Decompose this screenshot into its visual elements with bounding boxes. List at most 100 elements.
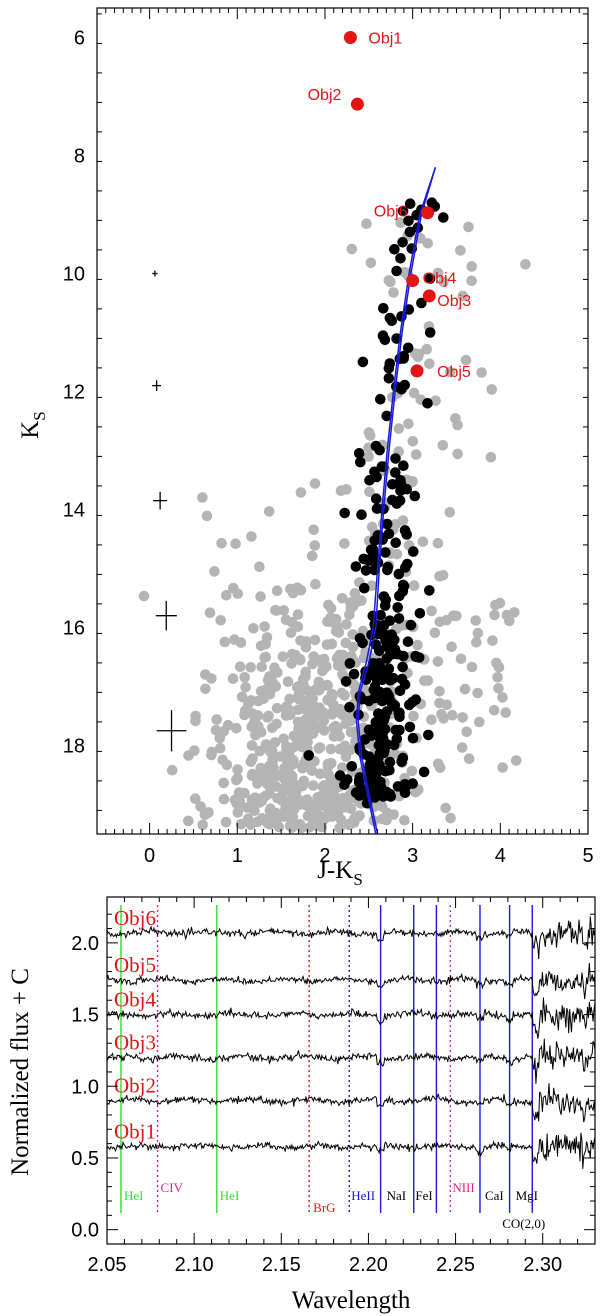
field-star-392 bbox=[227, 673, 239, 684]
field-star-175 bbox=[278, 605, 290, 616]
field-star-652 bbox=[235, 637, 247, 648]
member-star-126 bbox=[350, 787, 362, 798]
member-star-239 bbox=[350, 561, 362, 572]
field-star-156 bbox=[307, 780, 319, 791]
field-star-615 bbox=[335, 485, 347, 497]
member-star-193 bbox=[379, 600, 391, 611]
spectrum-obj3 bbox=[106, 1038, 596, 1084]
field-star-448 bbox=[331, 653, 343, 664]
spectrum-name-obj1: Obj1 bbox=[114, 1119, 156, 1143]
line-label-5: NaI bbox=[387, 1188, 407, 1203]
field-star-471 bbox=[325, 603, 337, 614]
field-star-633 bbox=[292, 704, 304, 716]
field-star-627 bbox=[408, 387, 420, 399]
field-star-680 bbox=[426, 714, 437, 725]
field-star-677 bbox=[474, 716, 485, 728]
field-star-253 bbox=[337, 762, 348, 773]
field-star-534 bbox=[424, 358, 435, 370]
member-star-119 bbox=[384, 674, 396, 686]
error-bar-2 bbox=[153, 491, 168, 510]
spec-ylabel: Normalized flux + C bbox=[7, 968, 34, 1176]
member-star-185 bbox=[378, 591, 390, 602]
member-star-68 bbox=[418, 766, 430, 778]
field-star-578 bbox=[486, 384, 498, 395]
field-star-296 bbox=[309, 634, 321, 646]
member-star-202 bbox=[381, 518, 393, 530]
member-star-274 bbox=[397, 205, 409, 217]
spec-frame bbox=[106, 896, 596, 1245]
object-marker-obj2 bbox=[350, 97, 364, 111]
field-star-476 bbox=[300, 642, 312, 653]
line-label-7: FeI bbox=[415, 1188, 432, 1203]
spectrum-obj6 bbox=[106, 916, 596, 960]
member-star-141 bbox=[388, 739, 400, 751]
member-star-30 bbox=[348, 668, 360, 680]
member-star-262 bbox=[355, 456, 366, 468]
line-label-3: BrG bbox=[313, 1200, 335, 1215]
member-star-266 bbox=[403, 215, 414, 227]
field-star-509 bbox=[331, 805, 343, 817]
object-marker-obj5 bbox=[410, 364, 424, 378]
cmd-xtick-label-3: 3 bbox=[407, 845, 418, 867]
member-star-230 bbox=[410, 651, 422, 663]
field-star-668 bbox=[266, 758, 278, 769]
member-star-277 bbox=[378, 303, 389, 314]
field-star-512 bbox=[307, 658, 318, 670]
spectra-names: Obj1 Obj2 Obj3 Obj4 Obj5 Obj6 bbox=[114, 906, 157, 1144]
cmd-xtick-label-0: 0 bbox=[144, 845, 155, 867]
member-star-171 bbox=[414, 608, 426, 619]
field-star-526 bbox=[432, 537, 444, 549]
field-star-300 bbox=[294, 819, 306, 830]
line-label-10: MgI bbox=[516, 1188, 538, 1203]
field-star-575 bbox=[429, 627, 441, 639]
field-star-631 bbox=[255, 591, 266, 602]
member-star-156 bbox=[408, 546, 419, 557]
spectrum-obj1 bbox=[106, 1132, 596, 1169]
cmd-ytick-label-0: 6 bbox=[74, 28, 85, 50]
field-star-364 bbox=[335, 703, 346, 715]
spec-ytick-label-2: 1.0 bbox=[71, 1076, 99, 1098]
field-star-639 bbox=[308, 524, 320, 536]
spec-ytick-label-1: 0.5 bbox=[71, 1148, 99, 1170]
field-star-597 bbox=[412, 351, 424, 363]
field-star-698 bbox=[459, 683, 471, 695]
field-star-320 bbox=[285, 627, 297, 638]
member-star-130 bbox=[384, 764, 395, 776]
field-star-469 bbox=[313, 685, 325, 696]
field-star-357 bbox=[255, 685, 267, 697]
field-star-644 bbox=[221, 590, 232, 601]
line-label-2: HeI bbox=[220, 1188, 240, 1203]
field-star-393 bbox=[339, 740, 351, 752]
field-star-27 bbox=[220, 816, 232, 828]
field-star-449 bbox=[313, 676, 325, 688]
spec-ticks: 2.05 2.10 2.15 2.20 2.25 2.30 0.0 0.5 1.0 1.5 2.0 bbox=[71, 897, 596, 1276]
spectral-lines: HeI CIV HeI BrG HeII NaI FeI NIII CaI MgI CO(2,0) bbox=[120, 905, 545, 1231]
field-star-678 bbox=[457, 712, 468, 723]
field-star-645 bbox=[262, 778, 273, 790]
object-label-obj2: Obj2 bbox=[308, 87, 342, 104]
spec-ytick-label-3: 1.5 bbox=[71, 1005, 99, 1027]
member-star-252 bbox=[397, 237, 408, 248]
member-star-152 bbox=[392, 602, 404, 613]
field-star-525 bbox=[466, 275, 477, 287]
member-star-206 bbox=[390, 537, 402, 549]
field-star-32 bbox=[282, 676, 294, 687]
field-star-662 bbox=[271, 585, 283, 596]
member-star-278 bbox=[396, 384, 407, 395]
error-bar-4 bbox=[156, 710, 187, 752]
cmd-xtick-label-2: 2 bbox=[319, 845, 330, 867]
field-star-398 bbox=[203, 807, 214, 818]
member-star-160 bbox=[394, 590, 405, 602]
member-star-265 bbox=[391, 265, 402, 277]
field-star-383 bbox=[412, 639, 423, 651]
field-star-635 bbox=[246, 531, 257, 542]
field-star-709 bbox=[494, 597, 506, 609]
cmd-xtick-label-5: 5 bbox=[582, 845, 593, 867]
member-star-170 bbox=[393, 568, 405, 580]
field-star-233 bbox=[138, 590, 150, 602]
field-star-648 bbox=[201, 510, 213, 522]
member-star-227 bbox=[339, 507, 351, 519]
field-star-637 bbox=[214, 732, 226, 744]
member-star-133 bbox=[389, 700, 401, 711]
field-star-685 bbox=[471, 637, 482, 648]
